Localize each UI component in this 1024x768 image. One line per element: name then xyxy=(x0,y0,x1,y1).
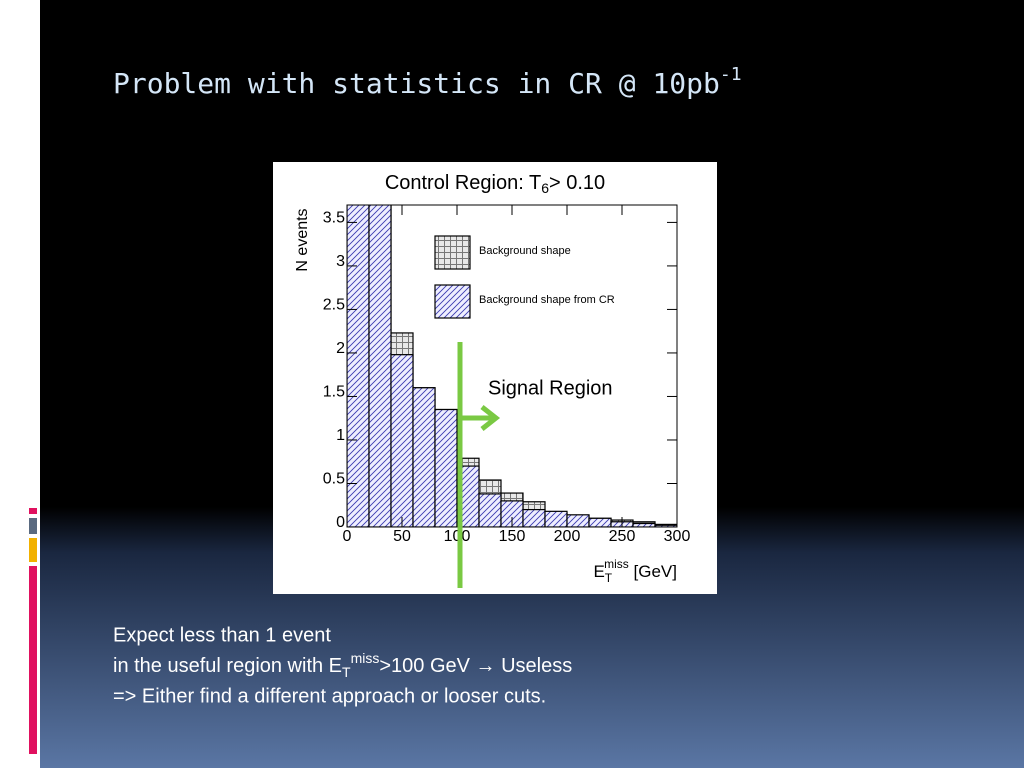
x-tick-label: 150 xyxy=(499,528,526,545)
y-tick-label: 0 xyxy=(336,514,345,531)
accent xyxy=(29,508,37,514)
annotation: Signal Region xyxy=(488,377,613,399)
accent xyxy=(29,566,37,754)
plot: Background shape Background shape from CR… xyxy=(323,204,691,545)
legend-label: Background shape from CR xyxy=(479,294,615,306)
bar xyxy=(566,514,590,527)
x-tick-label: 50 xyxy=(393,528,411,545)
cut-arrow xyxy=(460,405,501,431)
y-tick-label: 0.5 xyxy=(323,471,345,488)
body-line: => Either find a different approach or l… xyxy=(113,685,546,707)
bar xyxy=(588,517,612,527)
bar xyxy=(632,522,656,527)
bar xyxy=(522,508,546,527)
x-tick-label: 200 xyxy=(554,528,581,545)
x-tick-label: 100 xyxy=(444,528,471,545)
legend-swatch xyxy=(434,284,471,319)
y-tick-label: 1 xyxy=(336,427,345,444)
y-tick-label: 3.5 xyxy=(323,210,345,227)
bar xyxy=(412,387,436,527)
bar xyxy=(478,493,502,527)
y-tick-label: 3 xyxy=(336,253,345,270)
bar xyxy=(654,524,677,527)
legend-swatch xyxy=(434,235,471,270)
bar xyxy=(434,408,458,527)
bar xyxy=(368,205,392,527)
x-tick-label: 300 xyxy=(664,528,691,545)
body-line: in the useful region with ETmiss>100 GeV… xyxy=(113,650,572,680)
legend-label: Background shape xyxy=(479,245,571,257)
accent xyxy=(29,518,37,534)
y-tick-label: 1.5 xyxy=(323,384,345,401)
x-tick-label: 0 xyxy=(343,528,352,545)
y-tick-label: 2.5 xyxy=(323,297,345,314)
bar xyxy=(544,510,568,527)
slide-title: Problem with statistics in CR @ 10pb-1 xyxy=(113,64,742,100)
x-axis-label: ETmiss [GeV] xyxy=(593,557,677,585)
y-tick-label: 2 xyxy=(336,340,345,357)
y-axis-label: N events xyxy=(294,208,311,271)
bar xyxy=(390,354,414,527)
chart-title: Control Region: T6> 0.10 xyxy=(385,172,605,195)
body-line: Expect less than 1 event xyxy=(113,624,331,646)
x-tick-label: 250 xyxy=(609,528,636,545)
accent xyxy=(29,538,37,562)
